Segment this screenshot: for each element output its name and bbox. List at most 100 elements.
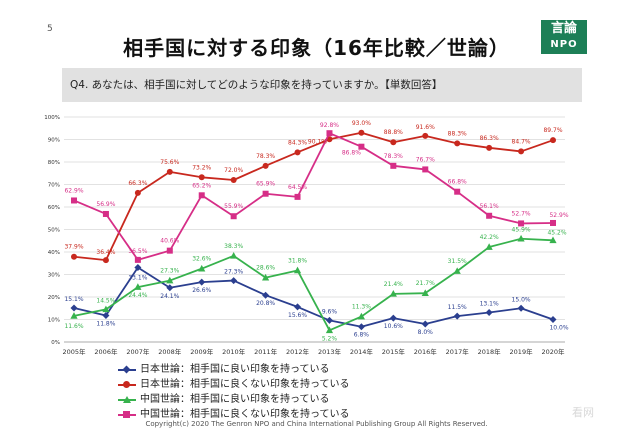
data-label: 66.3% xyxy=(128,180,147,187)
genron-npo-logo: 言論 NPO xyxy=(541,20,587,54)
legend-swatch xyxy=(118,380,136,390)
x-tick-label: 2015年 xyxy=(382,347,406,356)
x-tick-label: 2006年 xyxy=(94,347,118,356)
x-tick-label: 2013年 xyxy=(318,347,342,356)
data-label: 9.6% xyxy=(322,308,338,315)
legend-label: 日本世論：相手国に良い印象を持っている xyxy=(140,364,330,375)
data-point xyxy=(421,320,429,328)
data-label: 31.5% xyxy=(448,258,467,265)
data-point xyxy=(293,266,302,274)
data-point xyxy=(230,277,238,285)
data-point xyxy=(294,193,301,200)
data-label: 56.9% xyxy=(96,201,115,208)
data-label: 86.3% xyxy=(480,135,499,142)
data-label: 89.7% xyxy=(543,127,562,134)
data-point xyxy=(134,283,142,290)
data-label: 73.2% xyxy=(192,164,211,171)
data-point xyxy=(389,314,397,322)
data-point xyxy=(262,291,270,299)
data-point xyxy=(102,257,109,264)
data-label: 56.1% xyxy=(480,203,499,210)
data-point xyxy=(422,132,429,139)
data-label: 31.8% xyxy=(288,257,307,264)
y-tick-label: 50% xyxy=(48,228,60,234)
data-label: 10.6% xyxy=(384,323,403,330)
x-tick-label: 2016年 xyxy=(414,347,438,356)
data-point xyxy=(517,234,525,242)
x-tick-label: 2007年 xyxy=(126,347,150,356)
data-label: 66.8% xyxy=(448,179,467,186)
data-label: 8.0% xyxy=(418,329,434,336)
question-banner: Q4. あなたは、相手国に対してどのような印象を持っていますか。【単数回答】 xyxy=(62,68,582,102)
data-point xyxy=(198,174,205,181)
legend-item: 中国世論：相手国に良くない印象を持っている xyxy=(118,407,350,422)
data-point xyxy=(134,256,141,263)
data-point xyxy=(358,129,365,136)
data-point xyxy=(166,284,174,292)
data-label: 45.9% xyxy=(512,227,531,234)
data-point xyxy=(102,305,110,313)
data-point xyxy=(262,273,270,281)
x-tick-label: 2020年 xyxy=(541,347,565,356)
data-label: 84.7% xyxy=(512,138,531,145)
y-tick-label: 0% xyxy=(51,340,60,346)
legend-swatch xyxy=(118,365,136,375)
data-label: 65.9% xyxy=(256,181,275,188)
data-label: 26.6% xyxy=(192,287,211,294)
legend-swatch xyxy=(118,395,136,405)
data-label: 32.6% xyxy=(192,256,211,263)
data-point xyxy=(549,316,557,323)
chart-series xyxy=(70,129,557,334)
data-point xyxy=(294,149,301,156)
data-point xyxy=(166,168,173,175)
data-point xyxy=(71,197,77,204)
x-tick-label: 2018年 xyxy=(478,347,502,356)
data-point xyxy=(485,243,493,250)
data-point xyxy=(453,267,461,274)
logo-text-bottom: NPO xyxy=(550,39,578,50)
data-label: 11.8% xyxy=(96,320,115,327)
data-point xyxy=(166,247,173,254)
legend-item: 中国世論：相手国に良い印象を持っている xyxy=(118,392,350,407)
legend-item: 日本世論：相手国に良くない印象を持っている xyxy=(118,377,350,392)
data-point xyxy=(325,326,334,334)
y-tick-label: 20% xyxy=(48,295,60,301)
data-label: 14.5% xyxy=(96,297,115,304)
data-label: 72.0% xyxy=(224,167,243,174)
data-label: 28.6% xyxy=(256,265,275,272)
data-label: 24.4% xyxy=(128,292,147,299)
data-label: 15.6% xyxy=(288,312,307,319)
data-point xyxy=(102,311,110,319)
data-point xyxy=(71,253,77,260)
data-label: 78.3% xyxy=(384,153,403,160)
data-point xyxy=(390,162,397,169)
data-label: 21.7% xyxy=(416,280,435,287)
data-label: 20.8% xyxy=(256,300,275,307)
legend-swatch xyxy=(118,410,136,420)
data-point xyxy=(198,278,206,286)
data-point xyxy=(357,323,365,331)
series-line xyxy=(73,237,554,332)
data-label: 78.3% xyxy=(256,153,275,160)
data-point xyxy=(486,212,493,219)
data-point xyxy=(102,210,109,217)
logo-text-top: 言論 xyxy=(550,21,577,36)
y-tick-label: 30% xyxy=(48,273,60,279)
data-point xyxy=(70,304,78,312)
y-tick-label: 10% xyxy=(48,318,60,324)
data-label: 36.5% xyxy=(128,248,147,255)
chart-data-labels: 15.1% 11.8% 33.1% 24.1% 26.6% 27.3% 20.8% 15.6%… xyxy=(64,120,568,343)
data-point xyxy=(389,290,397,297)
data-label: 62.9% xyxy=(64,187,83,194)
legend-label: 中国世論：相手国に良い印象を持っている xyxy=(140,394,330,405)
data-point xyxy=(486,144,493,151)
data-label: 40.6% xyxy=(160,238,179,245)
data-label: 45.2% xyxy=(547,229,566,236)
data-point xyxy=(230,252,238,259)
data-label: 65.2% xyxy=(192,182,211,189)
x-tick-label: 2019年 xyxy=(510,347,534,356)
data-label: 37.9% xyxy=(64,244,83,251)
data-label: 27.3% xyxy=(224,269,243,276)
data-point xyxy=(357,312,365,320)
x-tick-label: 2017年 xyxy=(446,347,470,356)
